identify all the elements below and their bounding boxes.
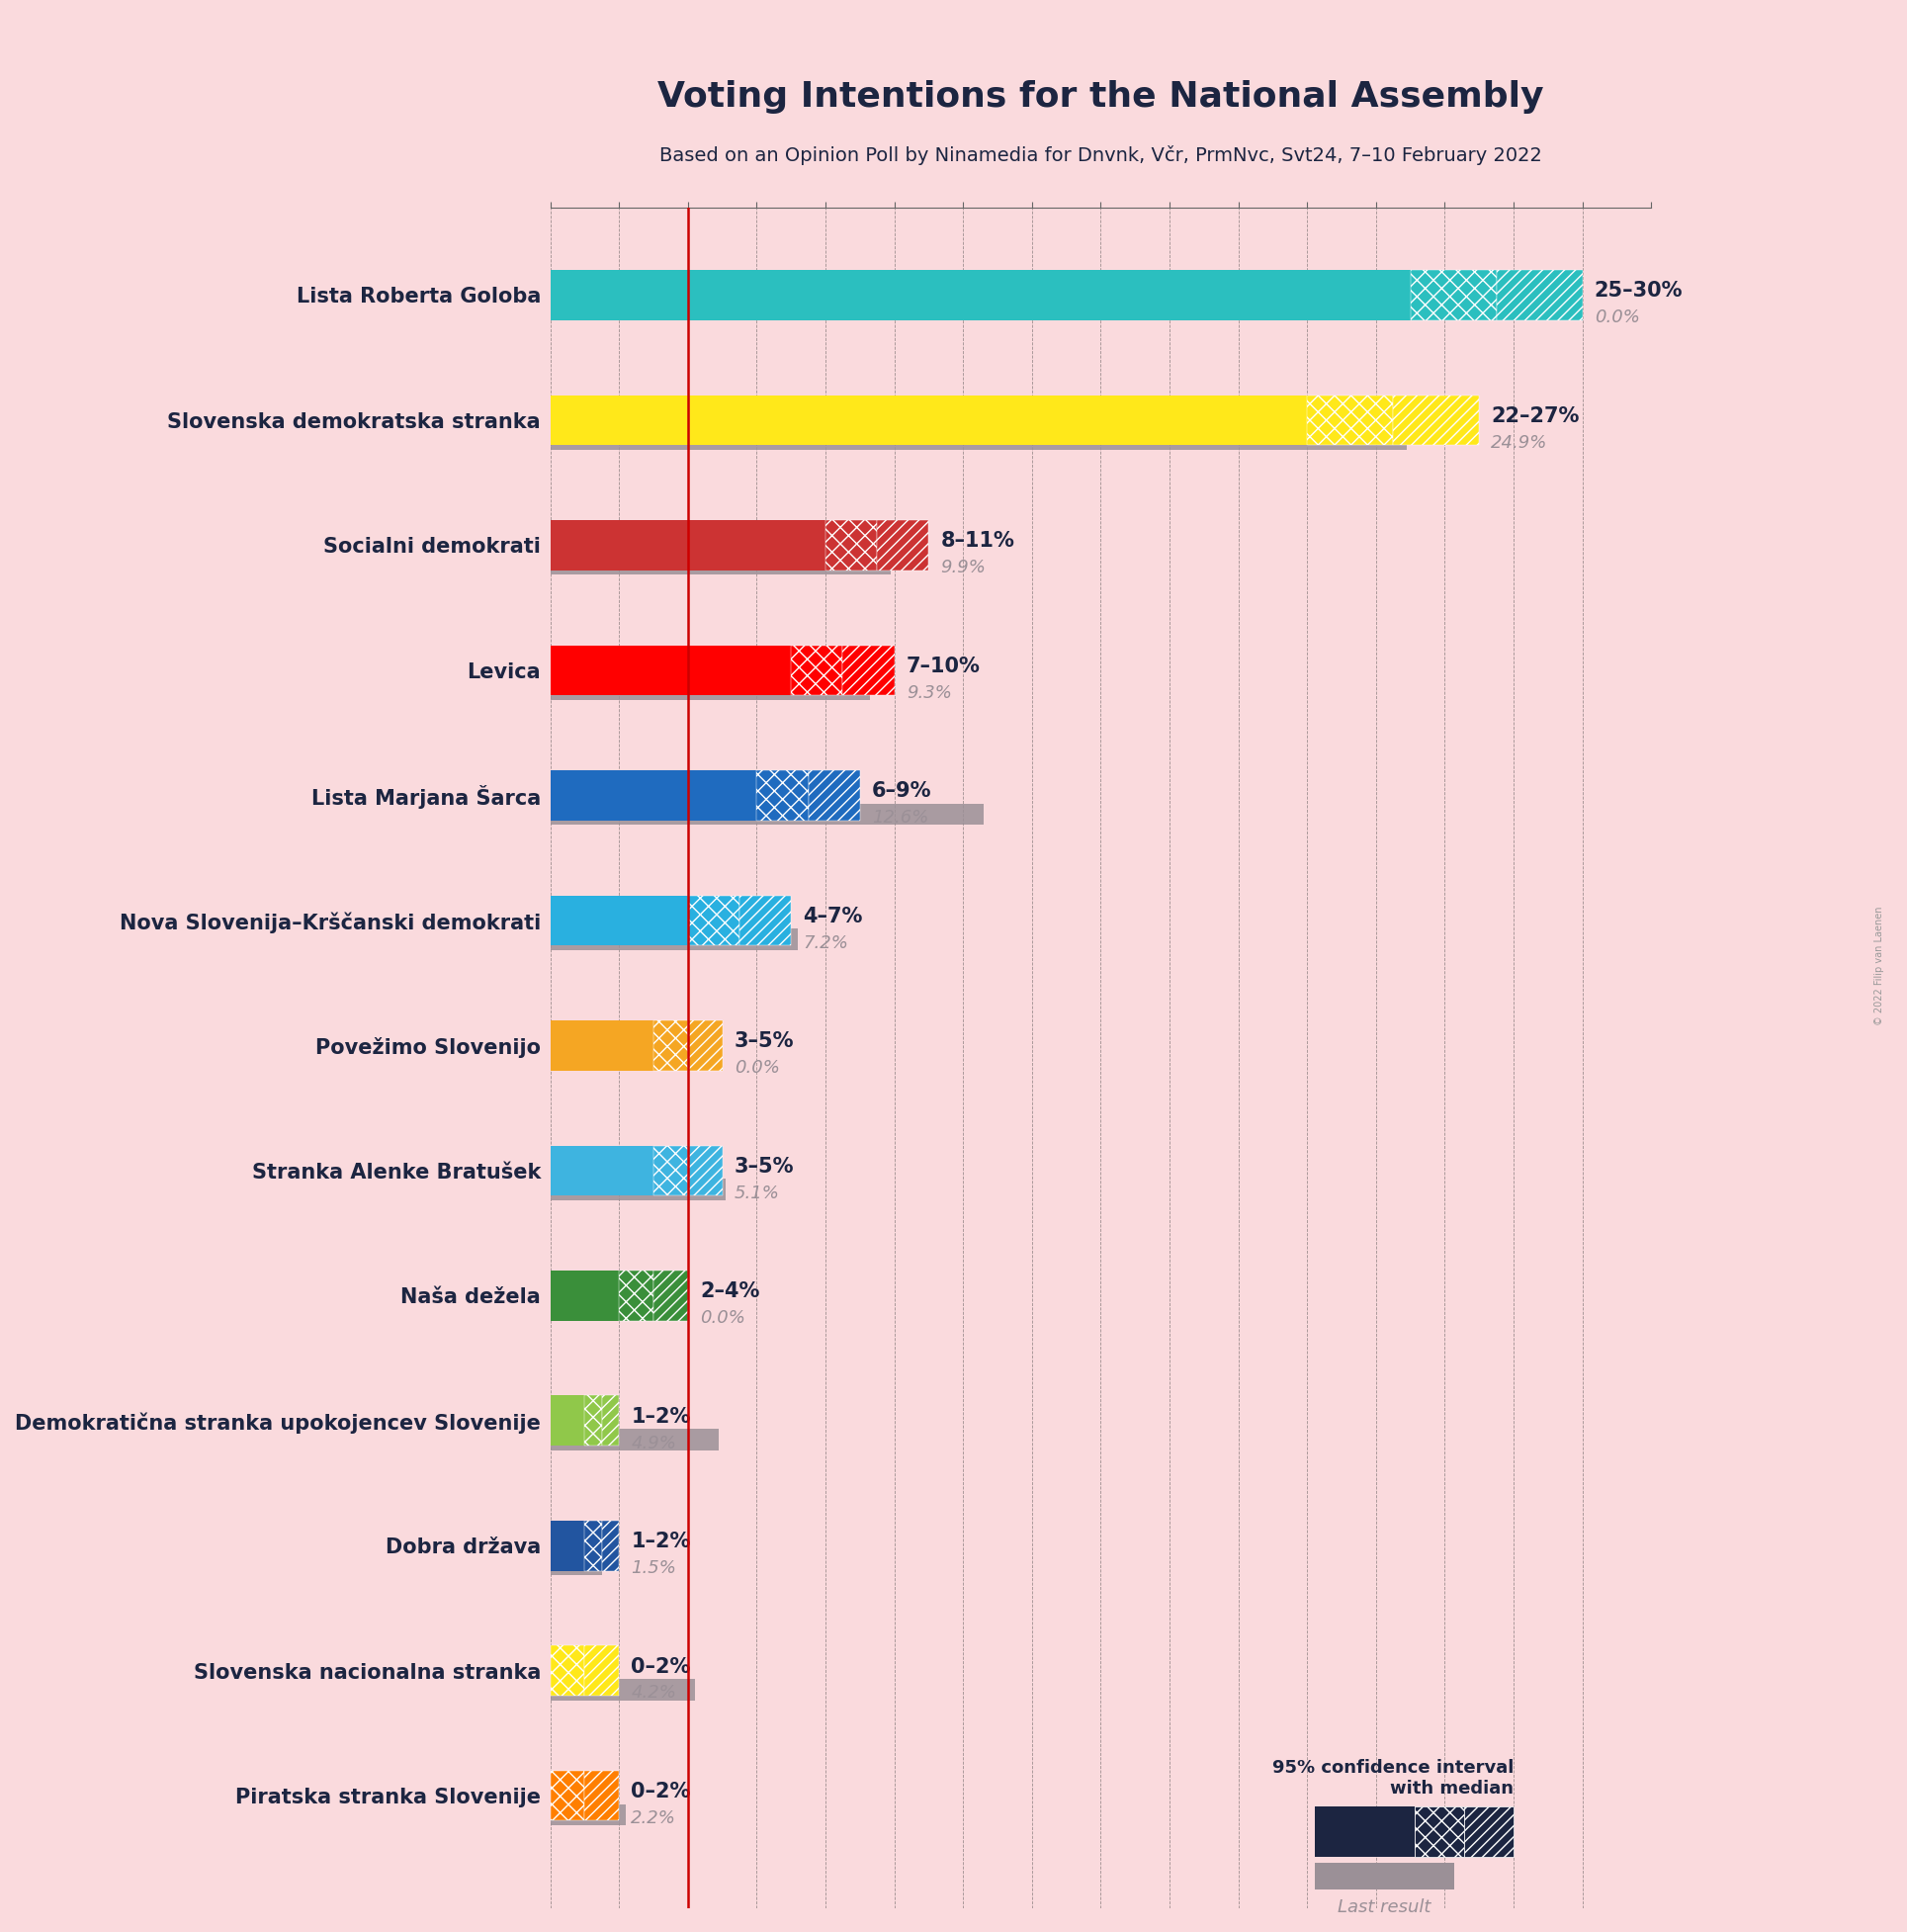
- Bar: [603, 1520, 620, 1571]
- Text: 3–5%: 3–5%: [734, 1157, 793, 1177]
- Text: 7.2%: 7.2%: [803, 933, 849, 952]
- Bar: [654, 1020, 688, 1070]
- Bar: [585, 1395, 603, 1445]
- Text: Based on an Opinion Poll by Ninamedia for Dnvnk, Včr, PrmNvc, Svt24, 7–10 Februa: Based on an Opinion Poll by Ninamedia fo…: [660, 145, 1543, 164]
- Bar: [585, 1772, 620, 1820]
- Text: 2.2%: 2.2%: [631, 1810, 677, 1828]
- Bar: [551, 645, 791, 696]
- Bar: [551, 1020, 654, 1070]
- Bar: [1392, 396, 1480, 444]
- Bar: [757, 771, 809, 821]
- Text: 12.6%: 12.6%: [871, 810, 929, 827]
- Bar: [551, 1179, 727, 1200]
- Bar: [551, 1772, 585, 1820]
- Text: 5.1%: 5.1%: [734, 1184, 780, 1202]
- Text: Last result: Last result: [1339, 1897, 1432, 1917]
- Bar: [1316, 1806, 1415, 1857]
- Bar: [551, 771, 757, 821]
- Text: 4.2%: 4.2%: [631, 1685, 677, 1702]
- Bar: [654, 1271, 688, 1321]
- Bar: [688, 895, 740, 945]
- Bar: [551, 270, 1411, 321]
- Text: 1–2%: 1–2%: [631, 1406, 690, 1426]
- Bar: [1497, 270, 1583, 321]
- Text: 3–5%: 3–5%: [734, 1032, 793, 1051]
- Bar: [551, 1646, 585, 1696]
- Text: 9.3%: 9.3%: [906, 684, 952, 701]
- Text: 25–30%: 25–30%: [1594, 282, 1682, 301]
- Text: 9.9%: 9.9%: [940, 558, 986, 576]
- Text: 24.9%: 24.9%: [1491, 435, 1548, 452]
- Text: 4–7%: 4–7%: [803, 906, 862, 925]
- Bar: [603, 1395, 620, 1445]
- Text: 0.0%: 0.0%: [734, 1059, 780, 1076]
- Bar: [551, 1271, 620, 1321]
- Text: 22–27%: 22–27%: [1491, 406, 1579, 425]
- Text: 0–2%: 0–2%: [631, 1658, 690, 1677]
- Bar: [551, 520, 826, 570]
- Bar: [551, 1553, 603, 1575]
- Bar: [585, 1646, 620, 1696]
- Bar: [688, 1020, 723, 1070]
- Bar: [1415, 1806, 1465, 1857]
- Bar: [551, 1520, 585, 1571]
- Bar: [551, 1804, 625, 1826]
- Text: 4.9%: 4.9%: [631, 1434, 677, 1453]
- Bar: [551, 554, 891, 574]
- Bar: [551, 429, 1407, 450]
- Bar: [1465, 1806, 1514, 1857]
- Text: Voting Intentions for the National Assembly: Voting Intentions for the National Assem…: [658, 81, 1545, 114]
- Text: 8–11%: 8–11%: [940, 531, 1015, 551]
- Bar: [551, 929, 797, 951]
- Bar: [551, 895, 688, 945]
- Bar: [551, 396, 1306, 444]
- Bar: [1316, 1862, 1453, 1889]
- Bar: [551, 1430, 719, 1451]
- Bar: [843, 645, 894, 696]
- Text: 2–4%: 2–4%: [700, 1281, 759, 1302]
- Text: 6–9%: 6–9%: [871, 781, 933, 802]
- Bar: [551, 678, 870, 699]
- Text: 1–2%: 1–2%: [631, 1532, 690, 1551]
- Bar: [740, 895, 791, 945]
- Text: 0.0%: 0.0%: [1594, 309, 1640, 327]
- Bar: [791, 645, 843, 696]
- Bar: [809, 771, 860, 821]
- Text: 7–10%: 7–10%: [906, 657, 980, 676]
- Bar: [551, 1146, 654, 1196]
- Bar: [551, 1395, 585, 1445]
- Bar: [620, 1271, 654, 1321]
- Text: 0.0%: 0.0%: [700, 1310, 746, 1327]
- Bar: [551, 1679, 694, 1700]
- Text: 95% confidence interval
with median: 95% confidence interval with median: [1272, 1760, 1514, 1799]
- Bar: [1411, 270, 1497, 321]
- Text: © 2022 Filip van Laenen: © 2022 Filip van Laenen: [1875, 906, 1884, 1026]
- Bar: [1306, 396, 1392, 444]
- Bar: [585, 1520, 603, 1571]
- Bar: [654, 1146, 688, 1196]
- Bar: [688, 1146, 723, 1196]
- Bar: [826, 520, 877, 570]
- Bar: [551, 804, 984, 825]
- Bar: [877, 520, 929, 570]
- Text: 1.5%: 1.5%: [631, 1559, 677, 1577]
- Text: 0–2%: 0–2%: [631, 1781, 690, 1803]
